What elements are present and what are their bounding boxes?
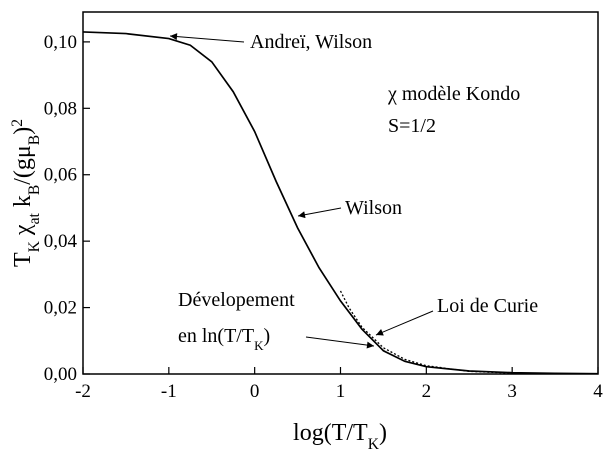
text-segment: en ln(T/T: [178, 325, 254, 347]
annotation: Andreï, Wilson: [250, 31, 372, 53]
annotation: S=1/2: [388, 115, 436, 137]
y-tick-label: 0,10: [44, 32, 77, 53]
x-tick-label: -1: [161, 381, 177, 402]
x-tick-label: -2: [75, 381, 91, 402]
annotation: χ modèle Kondo: [387, 83, 520, 105]
text-segment: T: [10, 252, 36, 267]
y-tick-label: 0,08: [44, 98, 77, 119]
text-segment: χ: [10, 224, 36, 241]
annotation: Dévelopement: [178, 289, 295, 311]
text-segment: ): [10, 127, 36, 135]
y-tick-label: 0,02: [44, 298, 77, 319]
text-segment: ): [379, 420, 387, 446]
text-segment: B: [26, 135, 43, 145]
line: [82, 31, 599, 375]
text-segment: K: [368, 436, 380, 450]
x-tick-label: 3: [507, 381, 517, 402]
text-segment: K: [254, 338, 264, 353]
x-tick-label: 4: [593, 381, 603, 402]
y-tick-label: 0,06: [44, 165, 77, 186]
x-tick-label: 2: [422, 381, 432, 402]
y-tick-label: 0,04: [44, 231, 78, 252]
text-segment: K: [26, 240, 43, 252]
y-axis-label: TK χat kB/(gμB)2: [9, 119, 43, 267]
text-segment: 2: [9, 119, 26, 127]
text-segment: /(gμ: [10, 145, 36, 185]
arrow: [169, 33, 245, 43]
annotation: Loi de Curie: [437, 295, 538, 317]
text-segment: at: [26, 212, 43, 224]
arrow: [375, 310, 434, 336]
arrow: [305, 336, 375, 349]
annotation: en ln(T/TK): [178, 325, 270, 353]
arrow: [297, 207, 342, 219]
x-tick-label: 0: [250, 381, 260, 402]
text-segment: log(T/T: [293, 420, 368, 446]
x-axis-label: log(T/TK): [293, 420, 387, 450]
plot-frame: [82, 11, 599, 375]
text-segment: k: [10, 195, 36, 213]
text-segment: ): [263, 325, 270, 347]
y-tick-label: 0,00: [44, 364, 77, 385]
text-segment: B: [26, 185, 43, 195]
line: [339, 290, 513, 374]
annotation: Wilson: [345, 197, 402, 219]
x-tick-label: 1: [336, 381, 346, 402]
